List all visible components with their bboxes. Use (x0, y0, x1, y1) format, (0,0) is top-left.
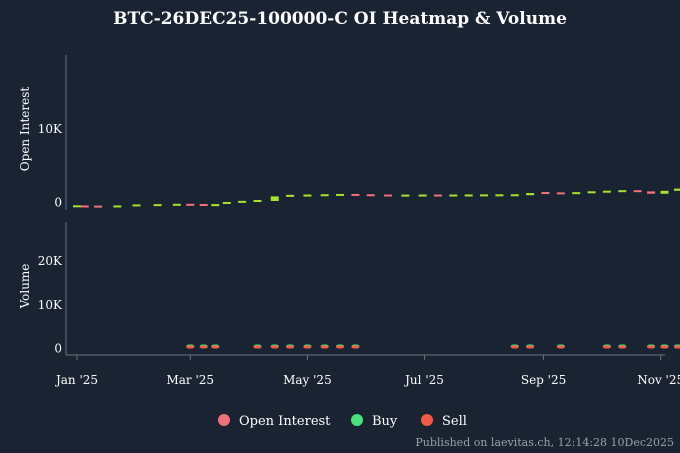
oi-candle (510, 194, 519, 197)
x-tick-label: Sep '25 (521, 373, 566, 387)
oi-candle (449, 194, 458, 197)
oi-candle (132, 204, 141, 207)
sell-volume-bar (186, 345, 195, 349)
volume-y-tick-label: 20K (38, 254, 63, 268)
oi-candle (464, 194, 473, 197)
oi-candle (222, 201, 231, 204)
sell-volume-bar (510, 345, 519, 349)
oi-candle (602, 190, 611, 193)
sell-volume-bar (303, 345, 312, 349)
oi-candle (336, 193, 345, 196)
oi-candle (556, 192, 565, 195)
oi-candle (253, 199, 262, 202)
legend-item-open-interest[interactable]: Open Interest (218, 414, 331, 429)
x-tick-label: Jan '25 (54, 373, 98, 387)
oi-candle (94, 205, 103, 208)
oi-ylabel: Open Interest (18, 87, 32, 172)
sell-volume-bar (602, 345, 611, 349)
legend: Open Interest Buy Sell (218, 414, 467, 429)
x-tick-label: Nov '25 (637, 373, 680, 387)
x-tick-label: Mar '25 (166, 373, 214, 387)
oi-candle (270, 196, 279, 201)
oi-candle (366, 194, 375, 197)
legend-item-sell[interactable]: Sell (421, 414, 467, 429)
sell-volume-bar (351, 345, 360, 349)
legend-marker-buy (351, 414, 363, 426)
oi-candle (572, 192, 581, 195)
x-axis-ticks: Jan '25 Mar '25 May '25 Jul '25 Sep '25 Nov '… (54, 355, 680, 387)
oi-candle (303, 194, 312, 197)
chart-title: BTC-26DEC25-100000-C OI Heatmap & Volume (113, 9, 567, 29)
oi-candle (199, 203, 208, 206)
sell-volume-bar (211, 345, 220, 349)
sell-volume-bar (618, 345, 627, 349)
oi-candles (73, 188, 680, 208)
oi-candle (113, 205, 122, 208)
oi-candle (172, 203, 181, 206)
legend-label-sell: Sell (442, 414, 467, 429)
oi-candle (433, 194, 442, 197)
oi-candle (238, 200, 247, 203)
legend-label-buy: Buy (372, 414, 398, 429)
oi-candle (618, 190, 627, 193)
sell-volume-bar (286, 345, 295, 349)
oi-candle (587, 191, 596, 194)
oi-candle (526, 193, 535, 196)
oi-axis: 0 10K (38, 55, 67, 210)
oi-y-tick-label: 0 (54, 196, 62, 210)
oi-candle (633, 190, 642, 193)
sell-volume-bar (270, 345, 279, 349)
oi-candle (80, 205, 89, 208)
sell-volume-bar (556, 345, 565, 349)
oi-candle (153, 204, 162, 207)
legend-item-buy[interactable]: Buy (351, 414, 398, 429)
oi-candle (418, 194, 427, 197)
oi-candle (211, 204, 220, 207)
oi-candle (480, 194, 489, 197)
oi-candle (320, 194, 329, 197)
oi-candle (660, 190, 669, 194)
volume-y-tick-label: 0 (54, 341, 62, 355)
sell-volume-bar (660, 345, 669, 349)
legend-marker-open-interest (218, 414, 230, 426)
oi-candle (495, 194, 504, 197)
volume-ylabel: Volume (18, 264, 32, 310)
oi-candle (647, 191, 656, 194)
oi-candle (673, 188, 680, 191)
volume-bars (186, 344, 680, 349)
sell-volume-bar (526, 345, 535, 349)
legend-label-open-interest: Open Interest (239, 414, 331, 429)
legend-marker-sell (421, 414, 433, 426)
oi-candle (384, 194, 393, 197)
oi-candle (541, 192, 550, 195)
volume-y-tick-label: 10K (38, 298, 63, 312)
oi-candle (286, 194, 295, 197)
x-tick-label: May '25 (283, 373, 332, 387)
oi-candle (186, 203, 195, 206)
oi-candle (401, 194, 410, 197)
oi-candle (351, 193, 360, 196)
sell-volume-bar (320, 345, 329, 349)
sell-volume-bar (253, 345, 262, 349)
sell-volume-bar (336, 345, 345, 349)
oi-y-tick-label: 10K (38, 122, 63, 136)
sell-volume-bar (673, 345, 680, 349)
oi-candle (73, 205, 81, 208)
volume-axis: 0 10K 20K (38, 222, 665, 356)
sell-volume-bar (647, 345, 656, 349)
publish-credit: Published on laevitas.ch, 12:14:28 10Dec… (415, 436, 674, 449)
x-tick-label: Jul '25 (403, 373, 444, 387)
sell-volume-bar (199, 345, 208, 349)
